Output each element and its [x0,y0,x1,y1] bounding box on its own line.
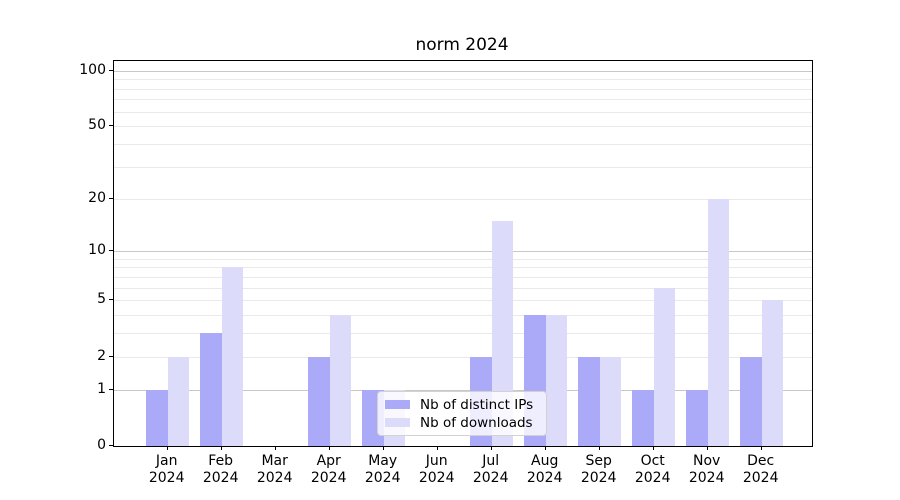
bar-nov-downloads [707,198,730,446]
minor-gridline [114,88,812,90]
minor-gridline [114,99,812,101]
bar-jul-downloads [491,220,514,446]
minor-gridline [114,287,812,289]
minor-gridline [114,144,812,146]
minor-gridline [114,300,812,302]
x-tick-label-may: May 2024 [364,453,401,486]
downloads-swatch-icon [385,418,410,427]
x-tick-label-sep: Sep 2024 [580,453,617,486]
x-tick-mark [652,446,654,450]
x-tick-mark [274,446,276,450]
minor-gridline [114,111,812,113]
y-tick-label: 100 [79,61,106,78]
y-tick-mark [109,125,113,127]
minor-gridline [114,267,812,269]
x-tick-label-mar: Mar 2024 [256,453,293,486]
y-tick-label: 0 [97,437,106,453]
minor-gridline [114,258,812,260]
y-tick-mark [109,355,113,357]
minor-gridline [114,356,812,358]
bar-jan-downloads [167,356,190,446]
bar-oct-downloads [653,287,676,446]
y-tick-mark [109,299,113,301]
x-tick-mark [760,446,762,450]
legend-item-distinct-ips: Nb of distinct IPs [385,396,546,413]
bar-feb-downloads [221,267,244,446]
x-tick-label-jun: Jun 2024 [418,453,455,486]
x-tick-mark [544,446,546,450]
bar-apr-distinct-ips [308,356,330,446]
y-tick-label: 50 [88,117,106,134]
bar-jan-distinct-ips [146,389,168,446]
y-tick-label: 2 [97,347,106,364]
major-gridline [114,251,812,253]
x-tick-label-jan: Jan 2024 [148,453,185,486]
bar-sep-distinct-ips [578,356,600,446]
bar-feb-distinct-ips [200,333,222,446]
y-tick-mark [109,250,113,252]
x-tick-label-nov: Nov 2024 [688,453,725,486]
x-tick-label-dec: Dec 2024 [742,453,779,486]
x-tick-label-oct: Oct 2024 [634,453,671,486]
minor-gridline [114,333,812,335]
x-tick-label-aug: Aug 2024 [526,453,563,486]
legend-label-distinct-ips: Nb of distinct IPs [420,396,534,413]
bar-dec-downloads [761,300,784,446]
gridlines-layer [114,61,812,446]
x-tick-mark [436,446,438,450]
x-tick-mark [220,446,222,450]
y-tick-label: 10 [88,242,106,259]
x-tick-mark [706,446,708,450]
bar-dec-distinct-ips [740,356,762,446]
x-tick-mark [328,446,330,450]
bars-layer [114,61,812,446]
y-tick-mark [109,388,113,390]
y-tick-mark [109,445,113,446]
minor-gridline [114,79,812,81]
bar-aug-downloads [545,315,568,446]
x-tick-label-feb: Feb 2024 [202,453,239,486]
x-tick-mark [382,446,384,450]
x-tick-mark [490,446,492,450]
minor-gridline [114,126,812,128]
bar-sep-downloads [599,356,622,446]
x-tick-mark [598,446,600,450]
legend: Nb of distinct IPs Nb of downloads [377,391,547,436]
y-tick-label: 20 [88,189,106,206]
minor-gridline [114,276,812,278]
minor-gridline [114,198,812,200]
major-gridline [114,70,812,72]
y-tick-label: 5 [97,291,106,308]
distinct-ips-swatch-icon [385,400,410,409]
bar-apr-downloads [329,315,352,446]
bar-oct-distinct-ips [632,389,654,446]
major-gridline [114,389,812,391]
y-tick-label: 1 [97,380,106,397]
legend-item-downloads: Nb of downloads [385,414,546,431]
x-tick-label-jul: Jul 2024 [472,453,509,486]
plot-area [113,60,813,447]
minor-gridline [114,166,812,168]
x-tick-mark [166,446,168,450]
bar-nov-distinct-ips [686,389,708,446]
minor-gridline [114,315,812,317]
y-tick-mark [109,197,113,199]
legend-label-downloads: Nb of downloads [420,414,533,431]
chart-title: norm 2024 [415,35,509,55]
x-tick-label-apr: Apr 2024 [310,453,347,486]
y-tick-mark [109,69,113,71]
